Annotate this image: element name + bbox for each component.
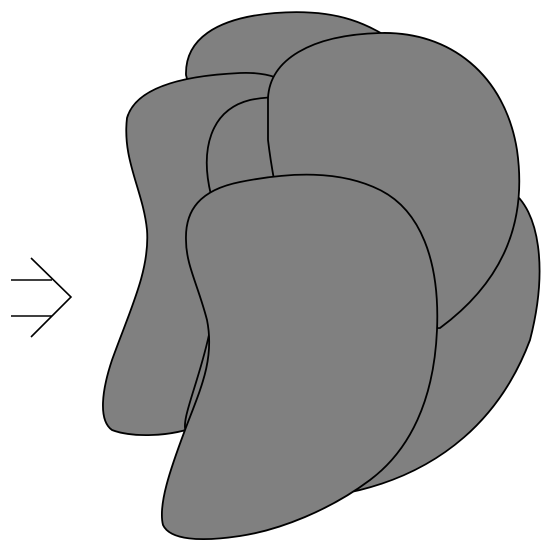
- arrow-head: [30, 257, 73, 338]
- double-arrow-right-icon: [11, 257, 73, 338]
- blob-front: [160, 173, 439, 541]
